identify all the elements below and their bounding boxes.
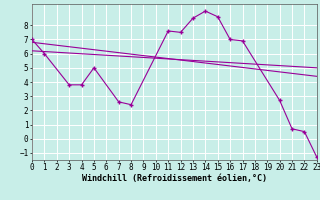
X-axis label: Windchill (Refroidissement éolien,°C): Windchill (Refroidissement éolien,°C) [82,174,267,183]
